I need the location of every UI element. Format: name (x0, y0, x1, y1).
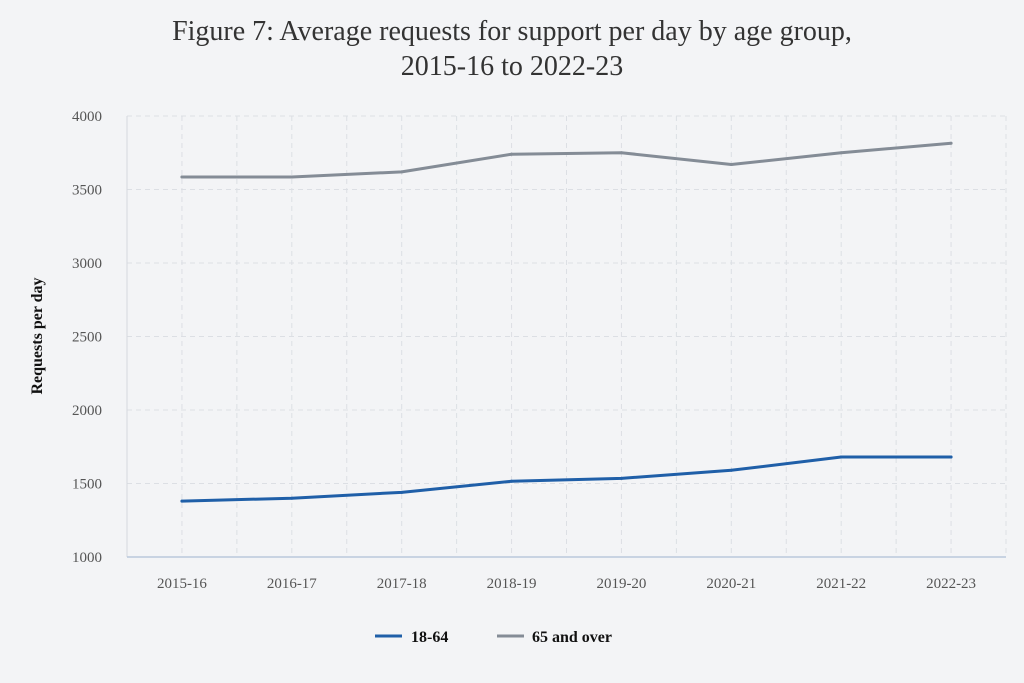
chart-title: Figure 7: Average requests for support p… (0, 14, 1024, 84)
legend-label: 18-64 (411, 629, 448, 646)
data-point (290, 175, 294, 179)
x-tick-label: 2020-21 (706, 576, 756, 592)
y-tick-label: 3500 (72, 183, 102, 199)
data-point (839, 151, 843, 155)
data-point (619, 476, 623, 480)
x-tick-label: 2021-22 (816, 576, 866, 592)
data-point (949, 141, 953, 145)
data-point (180, 175, 184, 179)
legend-item[interactable]: 65 and over (497, 629, 612, 646)
y-tick-label: 1000 (72, 550, 102, 566)
y-tick-label: 2500 (72, 330, 102, 346)
data-point (290, 496, 294, 500)
x-tick-label: 2017-18 (377, 576, 427, 592)
x-tick-label: 2015-16 (157, 576, 207, 592)
x-tick-label: 2016-17 (267, 576, 317, 592)
x-axis-ticks: 2015-16 2016-17 2017-18 2018-19 2019-20 2020-… (157, 576, 976, 592)
data-point (510, 152, 514, 156)
x-tick-label: 2018-19 (487, 576, 537, 592)
x-tick-label: 2022-23 (926, 576, 976, 592)
legend-label: 65 and over (532, 629, 612, 646)
data-point (400, 490, 404, 494)
legend: 18-64 65 and over (375, 629, 612, 646)
chart-title-line-1: Figure 7: Average requests for support p… (172, 16, 852, 47)
data-point (400, 170, 404, 174)
series-lines (180, 141, 953, 503)
data-point (729, 468, 733, 472)
x-tick-label: 2019-20 (596, 576, 646, 592)
grid (127, 115, 1007, 557)
y-tick-label: 3000 (72, 256, 102, 272)
axes (126, 116, 1006, 558)
y-tick-label: 1500 (72, 477, 102, 493)
data-point (949, 455, 953, 459)
series-line-18-64 (180, 455, 953, 503)
y-axis-ticks: 1000 1500 2000 2500 3000 3500 4000 (72, 109, 102, 566)
series-line-65-and-over (180, 141, 953, 179)
legend-item[interactable]: 18-64 (375, 629, 448, 646)
data-point (839, 455, 843, 459)
data-point (510, 479, 514, 483)
data-point (180, 499, 184, 503)
data-point (619, 151, 623, 155)
y-tick-label: 2000 (72, 403, 102, 419)
y-tick-label: 4000 (72, 109, 102, 125)
y-axis-label: Requests per day (29, 277, 46, 394)
chart-title-line-2: 2015-16 to 2022-23 (400, 51, 624, 82)
data-point (729, 163, 733, 167)
